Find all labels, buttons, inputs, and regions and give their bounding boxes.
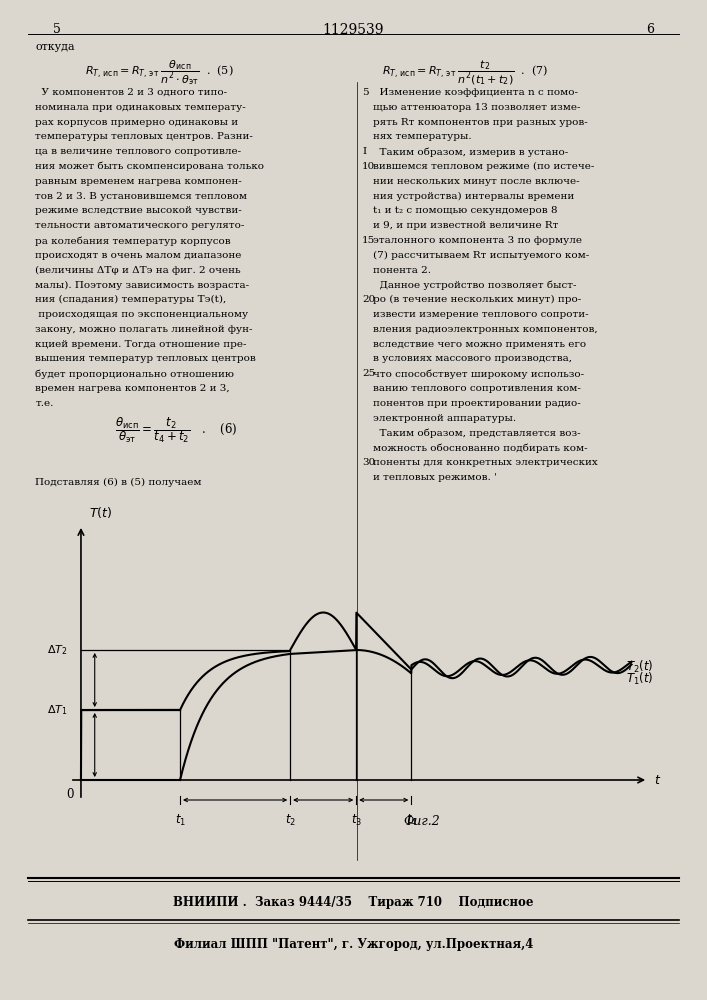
Text: Фиг.2: Фиг.2 <box>403 815 440 828</box>
Text: 15: 15 <box>362 236 375 245</box>
Text: времен нагрева компонентов 2 и 3,: времен нагрева компонентов 2 и 3, <box>35 384 230 393</box>
Text: щью аттенюатора 13 позволяет изме-: щью аттенюатора 13 позволяет изме- <box>373 103 580 112</box>
Text: $T(t)$: $T(t)$ <box>89 505 112 520</box>
Text: $t_2$: $t_2$ <box>285 812 296 828</box>
Text: $T_1(t)$: $T_1(t)$ <box>626 670 653 687</box>
Text: 5: 5 <box>362 88 368 97</box>
Text: номинала при одинаковых температу-: номинала при одинаковых температу- <box>35 103 246 112</box>
Text: и 9, и при известной величине Rт: и 9, и при известной величине Rт <box>373 221 559 230</box>
Text: $T_2(t)$: $T_2(t)$ <box>626 658 653 675</box>
Text: равным временем нагрева компонен-: равным временем нагрева компонен- <box>35 177 242 186</box>
Text: Филиал ШПП "Патент", г. Ужгород, ул.Проектная,4: Филиал ШПП "Патент", г. Ужгород, ул.Прое… <box>174 938 533 951</box>
Text: 5: 5 <box>52 23 61 36</box>
Text: $R_{T,\,\text{исп}} = R_{T,\,\text{эт}}\;\dfrac{\theta_{\text{исп}}}{n^2\cdot\th: $R_{T,\,\text{исп}} = R_{T,\,\text{эт}}\… <box>85 58 233 87</box>
Text: (величины ΔTφ и ΔTэ на фиг. 2 очень: (величины ΔTφ и ΔTэ на фиг. 2 очень <box>35 266 241 275</box>
Text: 20: 20 <box>362 295 375 304</box>
Text: тельности автоматического регулято-: тельности автоматического регулято- <box>35 221 245 230</box>
Text: Таким образом, представляется воз-: Таким образом, представляется воз- <box>373 428 581 438</box>
Text: можность обоснованно подбирать ком-: можность обоснованно подбирать ком- <box>373 443 588 453</box>
Text: рять Rт компонентов при разных уров-: рять Rт компонентов при разных уров- <box>373 118 588 127</box>
Text: вследствие чего можно применять его: вследствие чего можно применять его <box>373 340 586 349</box>
Text: ро (в течение нескольких минут) про-: ро (в течение нескольких минут) про- <box>373 295 582 304</box>
Text: поненты для конкретных электрических: поненты для конкретных электрических <box>373 458 598 467</box>
Text: извести измерение теплового сопроти-: извести измерение теплового сопроти- <box>373 310 589 319</box>
Text: закону, можно полагать линейной фун-: закону, можно полагать линейной фун- <box>35 325 253 334</box>
Text: т.е.: т.е. <box>35 399 54 408</box>
Text: понента 2.: понента 2. <box>373 266 431 275</box>
Text: Данное устройство позволяет быст-: Данное устройство позволяет быст- <box>373 280 577 290</box>
Text: малы). Поэтому зависимость возраста-: малы). Поэтому зависимость возраста- <box>35 280 250 290</box>
Text: ванию теплового сопротивления ком-: ванию теплового сопротивления ком- <box>373 384 581 393</box>
Text: электронной аппаратуры.: электронной аппаратуры. <box>373 414 516 423</box>
Text: Таким образом, измерив в устано-: Таким образом, измерив в устано- <box>373 147 568 157</box>
Text: 6: 6 <box>646 23 655 36</box>
Text: нии нескольких минут после включе-: нии нескольких минут после включе- <box>373 177 580 186</box>
Text: и тепловых режимов. ': и тепловых режимов. ' <box>373 473 497 482</box>
Text: режиме вследствие высокой чувстви-: режиме вследствие высокой чувстви- <box>35 206 242 215</box>
Text: в условиях массового производства,: в условиях массового производства, <box>373 354 572 363</box>
Text: $\dfrac{\theta_{\text{исп}}}{\theta_{\text{эт}}} = \dfrac{t_2}{t_4 + t_2}$   .  : $\dfrac{\theta_{\text{исп}}}{\theta_{\te… <box>115 416 238 445</box>
Text: ВНИИПИ .  Заказ 9444/35    Тираж 710    Подписное: ВНИИПИ . Заказ 9444/35 Тираж 710 Подписн… <box>173 896 534 909</box>
Text: 25: 25 <box>362 369 375 378</box>
Text: $t_4$: $t_4$ <box>406 812 417 828</box>
Text: тов 2 и 3. В установившемся тепловом: тов 2 и 3. В установившемся тепловом <box>35 192 247 201</box>
Text: У компонентов 2 и 3 одного типо-: У компонентов 2 и 3 одного типо- <box>35 88 228 97</box>
Text: $t_3$: $t_3$ <box>351 812 362 828</box>
Text: Подставляя (6) в (5) получаем: Подставляя (6) в (5) получаем <box>35 478 202 487</box>
Text: Изменение коэффициента n с помо-: Изменение коэффициента n с помо- <box>373 88 578 97</box>
Text: 0: 0 <box>66 788 74 802</box>
Text: 30: 30 <box>362 458 375 467</box>
Text: эталонного компонента 3 по формуле: эталонного компонента 3 по формуле <box>373 236 583 245</box>
Text: вившемся тепловом режиме (по истече-: вившемся тепловом режиме (по истече- <box>373 162 595 171</box>
Text: рах корпусов примерно одинаковы и: рах корпусов примерно одинаковы и <box>35 118 238 127</box>
Text: t₁ и t₂ с помощью секундомеров 8: t₁ и t₂ с помощью секундомеров 8 <box>373 206 558 215</box>
Text: откуда: откуда <box>35 42 75 52</box>
Text: ния устройства) интервалы времени: ния устройства) интервалы времени <box>373 192 575 201</box>
Text: нях температуры.: нях температуры. <box>373 132 472 141</box>
Text: вления радиоэлектронных компонентов,: вления радиоэлектронных компонентов, <box>373 325 598 334</box>
Text: $t$: $t$ <box>653 774 661 786</box>
Text: кцией времени. Тогда отношение пре-: кцией времени. Тогда отношение пре- <box>35 340 247 349</box>
Text: происходят в очень малом диапазоне: происходят в очень малом диапазоне <box>35 251 242 260</box>
Text: $\Delta T_1$: $\Delta T_1$ <box>47 703 67 717</box>
Text: I: I <box>362 147 366 156</box>
Text: будет пропорционально отношению: будет пропорционально отношению <box>35 369 234 379</box>
Text: вышения температур тепловых центров: вышения температур тепловых центров <box>35 354 256 363</box>
Text: понентов при проектировании радио-: понентов при проектировании радио- <box>373 399 581 408</box>
Text: 1129539: 1129539 <box>323 23 384 37</box>
Text: 10: 10 <box>362 162 375 171</box>
Text: (7) рассчитываем Rт испытуемого ком-: (7) рассчитываем Rт испытуемого ком- <box>373 251 590 260</box>
Text: происходящая по экспоненциальному: происходящая по экспоненциальному <box>35 310 248 319</box>
Text: $R_{T,\,\text{исп}} = R_{T,\,\text{эт}}\;\dfrac{t_2}{n^2(t_1 + t_2)}$  .  (7): $R_{T,\,\text{исп}} = R_{T,\,\text{эт}}\… <box>382 58 548 87</box>
Text: $\Delta T_2$: $\Delta T_2$ <box>47 643 67 657</box>
Text: $t_1$: $t_1$ <box>175 812 186 828</box>
Text: ния может быть скомпенсирована только: ния может быть скомпенсирована только <box>35 162 264 171</box>
Text: ра колебания температур корпусов: ра колебания температур корпусов <box>35 236 231 245</box>
Text: ния (спадания) температуры Tэ(t),: ния (спадания) температуры Tэ(t), <box>35 295 227 304</box>
Text: что способствует широкому использо-: что способствует широкому использо- <box>373 369 585 379</box>
Text: температуры тепловых центров. Разни-: температуры тепловых центров. Разни- <box>35 132 253 141</box>
Text: ца в величине теплового сопротивле-: ца в величине теплового сопротивле- <box>35 147 242 156</box>
